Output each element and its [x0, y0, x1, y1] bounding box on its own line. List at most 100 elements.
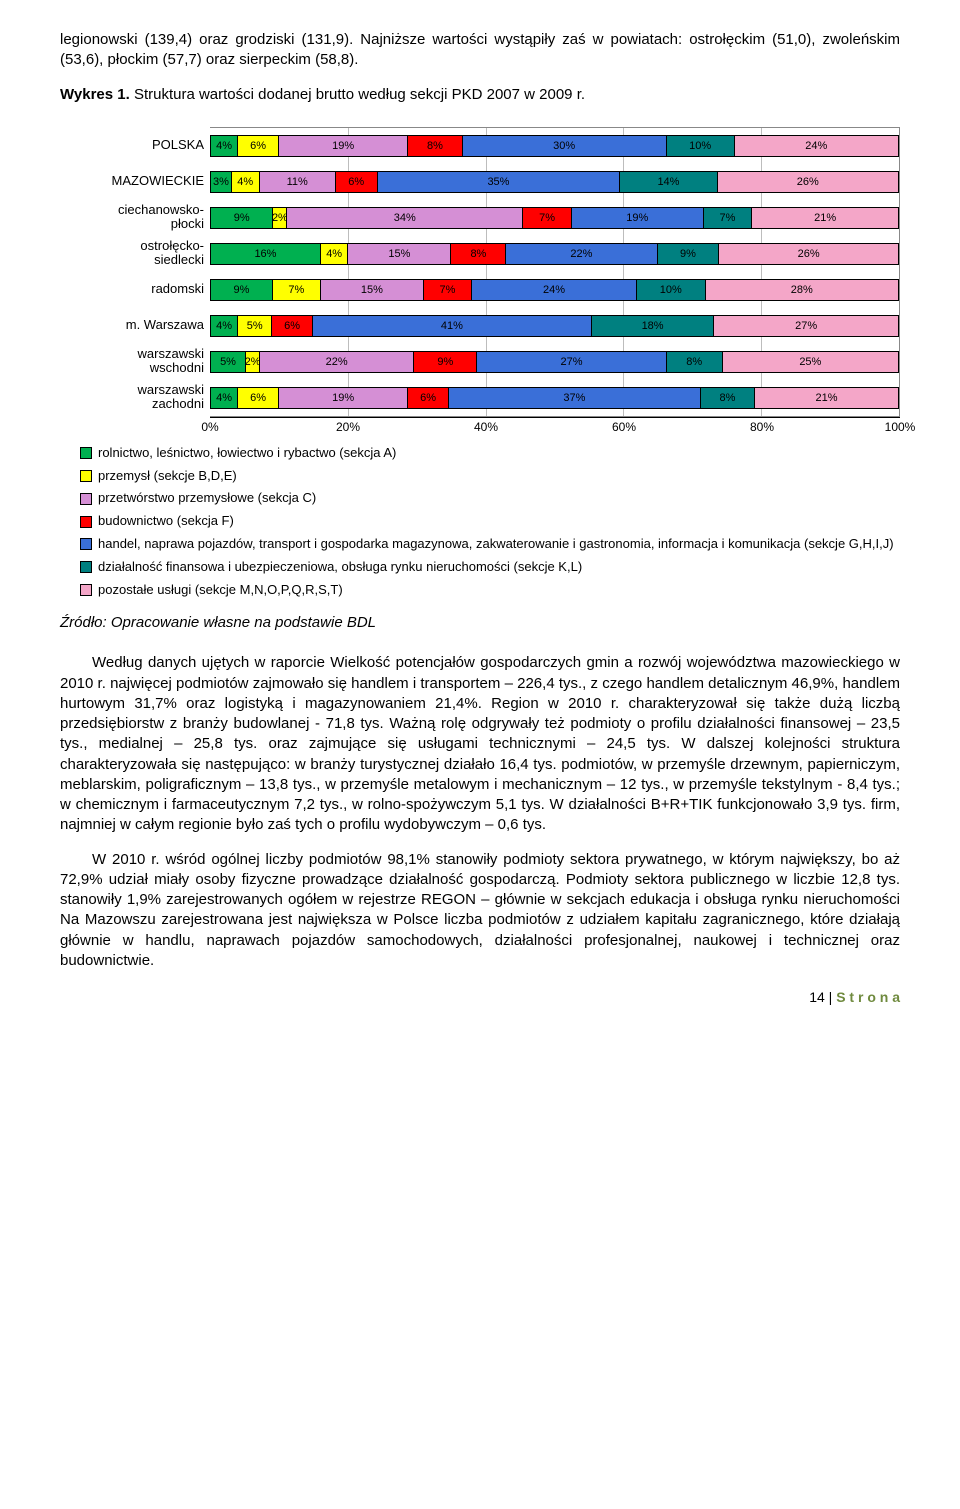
- bar-segment: 7%: [273, 280, 321, 300]
- body-paragraph-1: Według danych ujętych w raporcie Wielkoś…: [60, 653, 900, 835]
- legend-item: budownictwo (sekcja F): [80, 511, 900, 532]
- category-label: m. Warszawa: [60, 307, 210, 343]
- category-label: POLSKA: [60, 127, 210, 163]
- page-label: S t r o n a: [836, 989, 900, 1005]
- bar-row: 4%5%6%41%18%27%: [210, 308, 899, 344]
- bar-segment: 28%: [706, 280, 898, 300]
- bar-segment: 34%: [287, 208, 523, 228]
- bar-segment: 3%: [211, 172, 232, 192]
- legend-item: przemysł (sekcje B,D,E): [80, 466, 900, 487]
- intro-paragraph: legionowski (139,4) oraz grodziski (131,…: [60, 30, 900, 71]
- bar-segment: 8%: [701, 388, 755, 408]
- bar-row: 4%6%19%8%30%10%24%: [210, 128, 899, 164]
- legend-item: pozostałe usługi (sekcje M,N,O,P,Q,R,S,T…: [80, 580, 900, 601]
- chart-source: Źródło: Opracowanie własne na podstawie …: [60, 614, 900, 631]
- bar-segment: 10%: [637, 280, 706, 300]
- page-number: 14 |: [809, 989, 836, 1005]
- bar-segment: 21%: [755, 388, 898, 408]
- category-label: ciechanowsko- płocki: [60, 199, 210, 235]
- bar-segment: 6%: [336, 172, 378, 192]
- bar-segment: 4%: [211, 388, 238, 408]
- chart-title-prefix: Wykres 1.: [60, 86, 130, 103]
- bar-segment: 8%: [451, 244, 506, 264]
- bar-segment: 26%: [718, 172, 898, 192]
- bar-segment: 6%: [408, 388, 449, 408]
- legend-swatch: [80, 584, 92, 596]
- stacked-bar-chart: POLSKAMAZOWIECKIEciechanowsko- płockiost…: [60, 127, 900, 601]
- bar-segment: 9%: [658, 244, 720, 264]
- bar-segment: 37%: [449, 388, 701, 408]
- bar-segment: 15%: [321, 280, 424, 300]
- body-paragraph-2: W 2010 r. wśród ogólnej liczby podmiotów…: [60, 850, 900, 972]
- bar-row: 9%2%34%7%19%7%21%: [210, 200, 899, 236]
- legend-swatch: [80, 470, 92, 482]
- category-label: ostrołęcko- siedlecki: [60, 235, 210, 271]
- bar-segment: 30%: [463, 136, 667, 156]
- bar-segment: 22%: [260, 352, 414, 372]
- bar-segment: 26%: [719, 244, 898, 264]
- bar-segment: 6%: [272, 316, 313, 336]
- legend-label: handel, naprawa pojazdów, transport i go…: [98, 534, 894, 555]
- bar-row: 9%7%15%7%24%10%28%: [210, 272, 899, 308]
- bar-segment: 7%: [704, 208, 753, 228]
- legend-swatch: [80, 538, 92, 550]
- axis-tick: 0%: [201, 420, 218, 434]
- category-label: MAZOWIECKIE: [60, 163, 210, 199]
- legend-label: przetwórstwo przemysłowe (sekcja C): [98, 488, 316, 509]
- axis-tick: 60%: [612, 420, 636, 434]
- bar-segment: 4%: [211, 136, 238, 156]
- bar-segment: 21%: [752, 208, 898, 228]
- legend-item: rolnictwo, leśnictwo, łowiectwo i rybact…: [80, 443, 900, 464]
- legend-label: budownictwo (sekcja F): [98, 511, 234, 532]
- chart-title-rest: Struktura wartości dodanej brutto według…: [130, 86, 585, 103]
- bar-segment: 27%: [714, 316, 898, 336]
- page-footer: 14 | S t r o n a: [60, 989, 900, 1005]
- bar-segment: 27%: [477, 352, 666, 372]
- bar-segment: 9%: [211, 280, 273, 300]
- bar-segment: 11%: [260, 172, 336, 192]
- legend-swatch: [80, 447, 92, 459]
- legend-label: rolnictwo, leśnictwo, łowiectwo i rybact…: [98, 443, 396, 464]
- bar-row: 16%4%15%8%22%9%26%: [210, 236, 899, 272]
- bar-segment: 24%: [472, 280, 637, 300]
- category-label: radomski: [60, 271, 210, 307]
- legend-item: działalność finansowa i ubezpieczeniowa,…: [80, 557, 900, 578]
- bar-segment: 5%: [211, 352, 246, 372]
- bar-segment: 19%: [279, 136, 408, 156]
- bar-row: 4%6%19%6%37%8%21%: [210, 380, 899, 416]
- bar-segment: 14%: [620, 172, 717, 192]
- legend-swatch: [80, 561, 92, 573]
- axis-tick: 40%: [474, 420, 498, 434]
- category-label: warszawski zachodni: [60, 379, 210, 415]
- bar-segment: 4%: [321, 244, 348, 264]
- bar-segment: 2%: [273, 208, 287, 228]
- bar-row: 3%4%11%6%35%14%26%: [210, 164, 899, 200]
- bar-segment: 9%: [414, 352, 477, 372]
- bar-segment: 41%: [313, 316, 592, 336]
- legend-item: handel, naprawa pojazdów, transport i go…: [80, 534, 900, 555]
- bar-row: 5%2%22%9%27%8%25%: [210, 344, 899, 380]
- bar-segment: 18%: [592, 316, 714, 336]
- bar-segment: 15%: [348, 244, 451, 264]
- chart-title: Wykres 1. Struktura wartości dodanej bru…: [60, 85, 900, 105]
- bar-segment: 7%: [523, 208, 572, 228]
- axis-tick: 100%: [885, 420, 916, 434]
- bar-segment: 24%: [735, 136, 898, 156]
- bar-segment: 10%: [667, 136, 735, 156]
- bar-segment: 7%: [424, 280, 472, 300]
- legend-label: działalność finansowa i ubezpieczeniowa,…: [98, 557, 582, 578]
- legend-swatch: [80, 516, 92, 528]
- bar-segment: 16%: [211, 244, 321, 264]
- bar-segment: 9%: [211, 208, 273, 228]
- bar-segment: 35%: [378, 172, 621, 192]
- bar-segment: 6%: [238, 136, 279, 156]
- bar-segment: 6%: [238, 388, 279, 408]
- bar-segment: 22%: [506, 244, 657, 264]
- bar-segment: 8%: [408, 136, 462, 156]
- bar-segment: 2%: [246, 352, 260, 372]
- bar-segment: 8%: [667, 352, 723, 372]
- legend-label: pozostałe usługi (sekcje M,N,O,P,Q,R,S,T…: [98, 580, 343, 601]
- legend-swatch: [80, 493, 92, 505]
- bar-segment: 5%: [238, 316, 272, 336]
- bar-segment: 19%: [279, 388, 408, 408]
